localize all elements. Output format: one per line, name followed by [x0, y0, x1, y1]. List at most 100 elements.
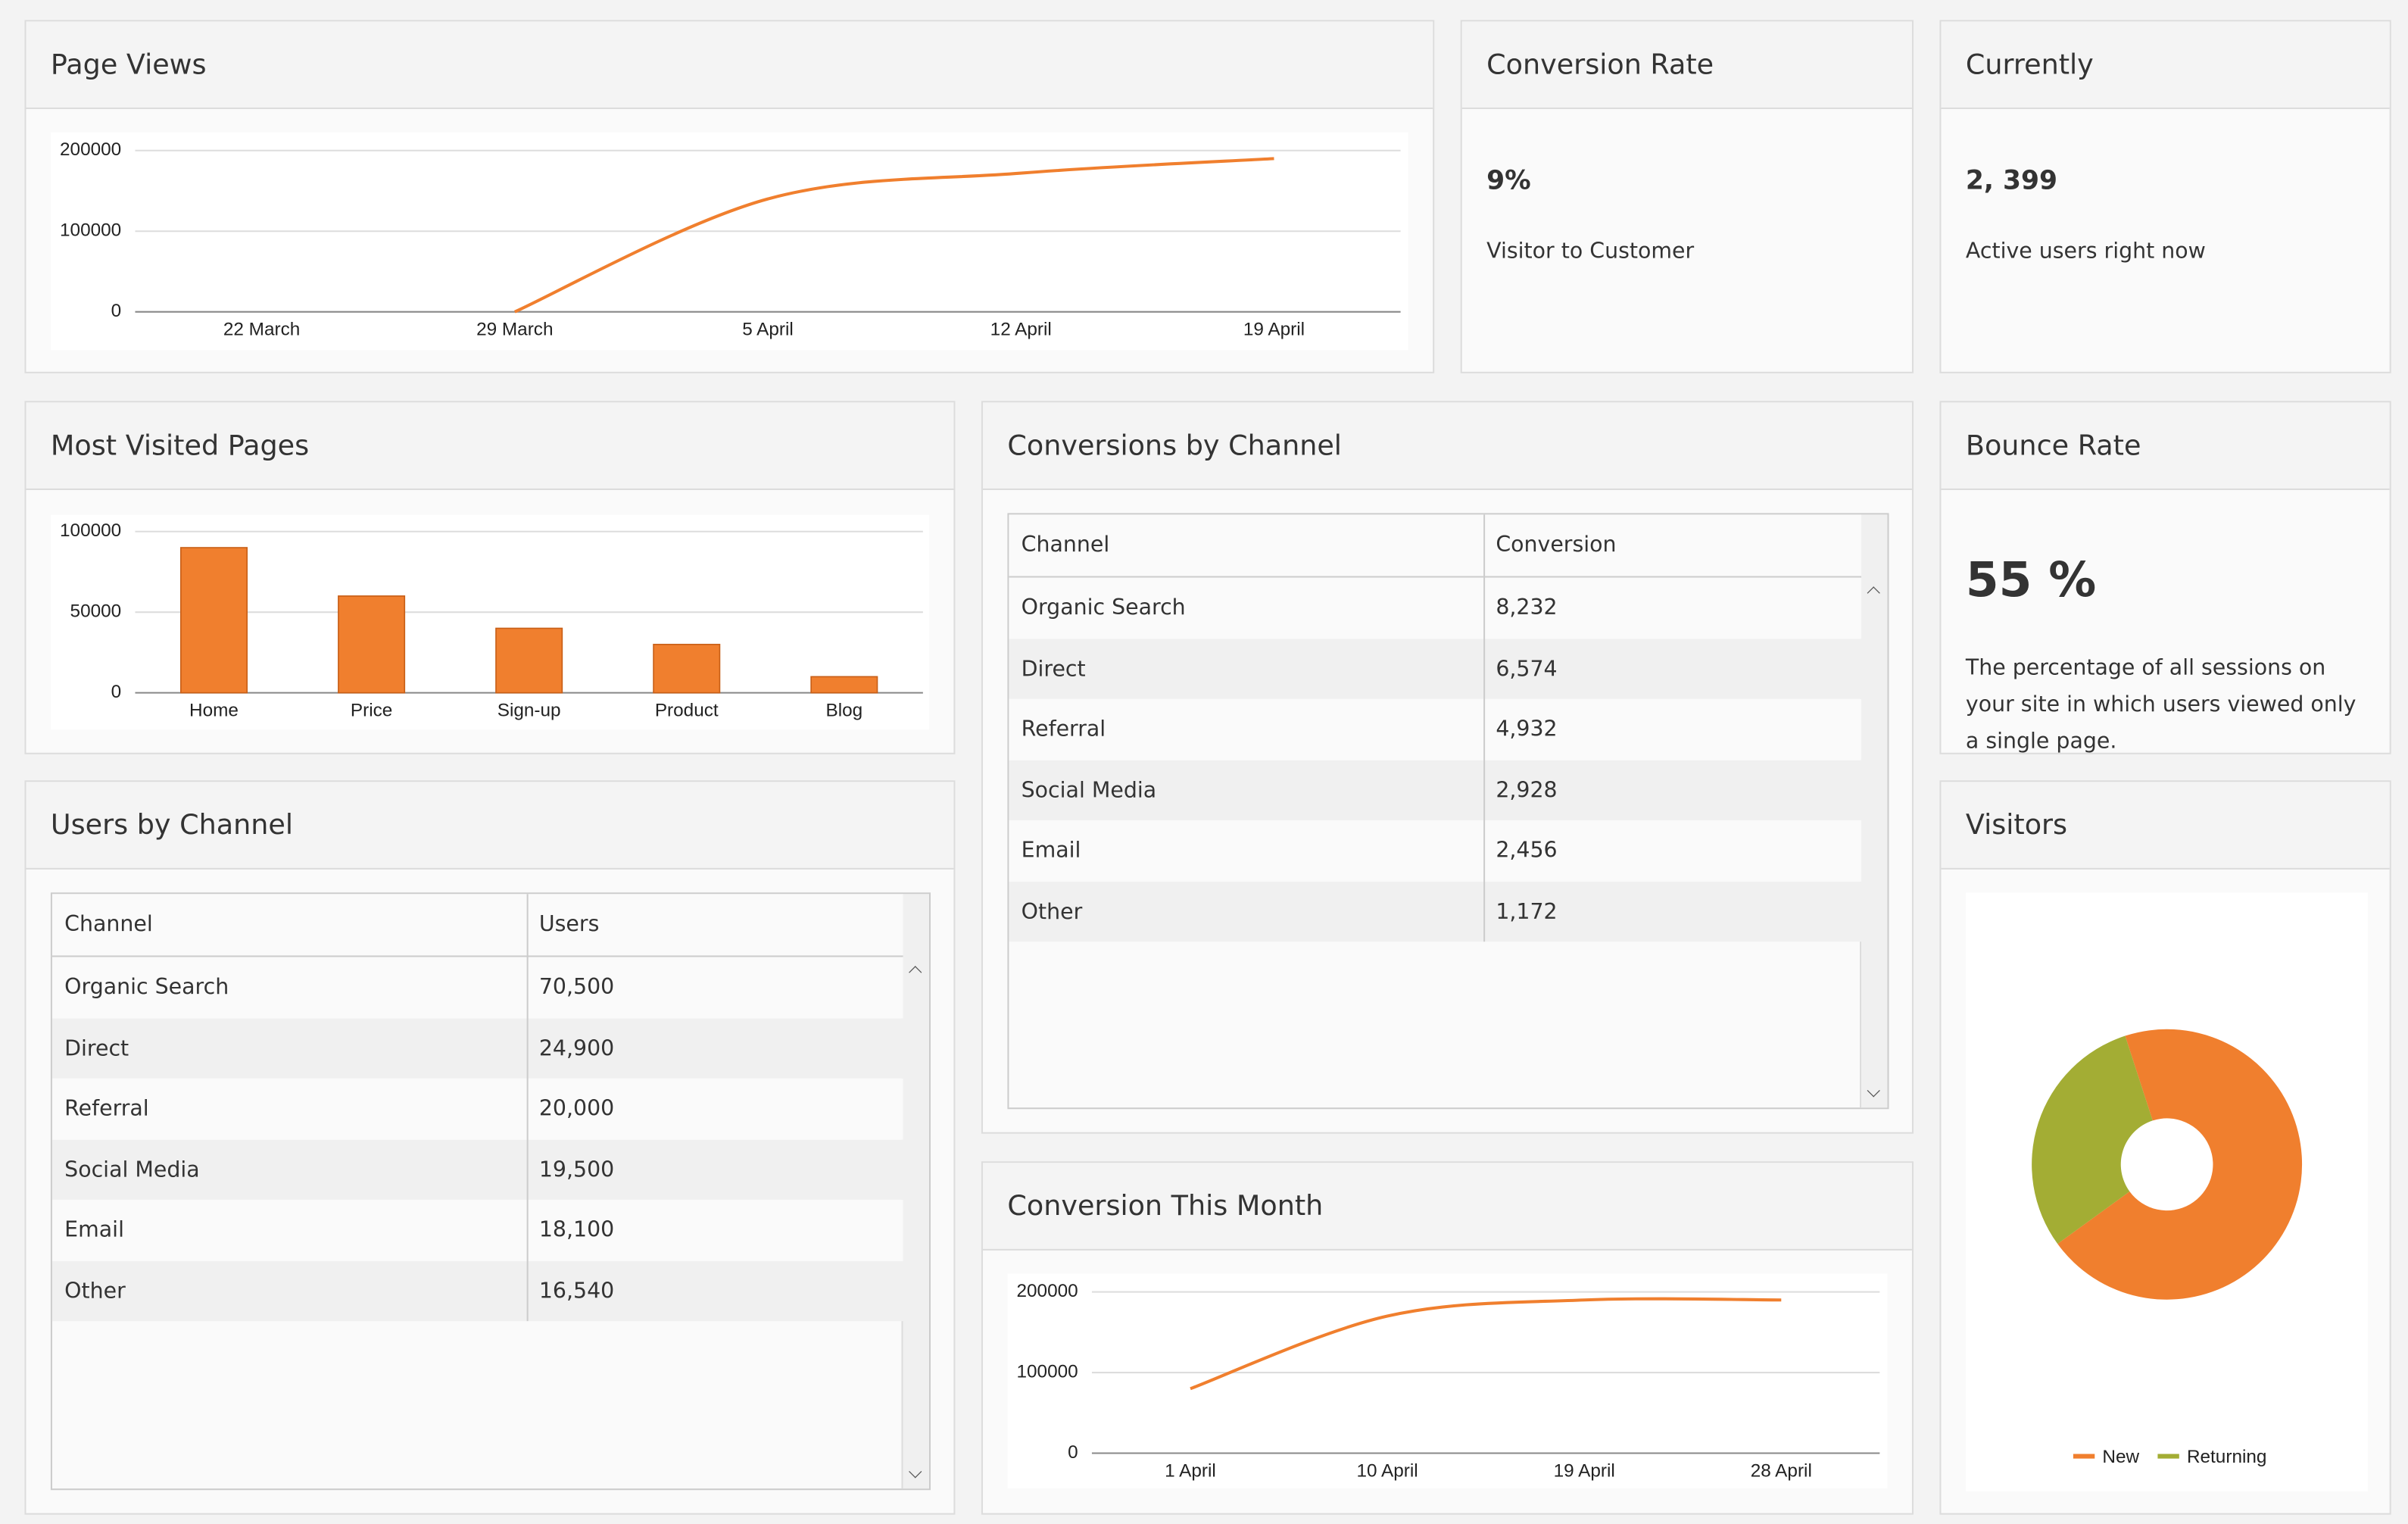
x-tick-label: Blog — [825, 700, 862, 720]
table-cell: Other — [64, 1279, 126, 1304]
panel: Visitors New Returning — [1939, 780, 2391, 1515]
y-tick-label: 0 — [111, 301, 122, 321]
table-cell: Direct — [1021, 656, 1086, 682]
panel-title: Visitors — [1941, 782, 2390, 870]
chart-bg — [1965, 892, 2369, 1492]
panel-title: Bounce Rate — [1941, 402, 2390, 490]
line — [513, 157, 1274, 314]
table-row — [1009, 577, 1862, 639]
x-tick-label: 1 April — [1165, 1460, 1216, 1481]
y-tick-label: 100000 — [60, 220, 121, 241]
table-row — [51, 1017, 903, 1079]
table-row — [51, 1199, 903, 1261]
table-cell: 16,540 — [538, 1279, 615, 1304]
column-divider — [1483, 514, 1486, 942]
table-cell: Social Media — [1021, 778, 1157, 803]
x-tick-label: 12 April — [990, 319, 1052, 339]
table-row — [1009, 698, 1862, 760]
legend-label: Returning — [2187, 1447, 2267, 1467]
x-tick-label: 19 April — [1243, 319, 1305, 339]
table-row — [51, 957, 903, 1018]
scrollbar — [1859, 514, 1888, 1108]
panel: Bounce Rate 55 % The percentage of all s… — [1939, 401, 2391, 754]
panel: Conversion This Month 0 100000 200000 1 Apr… — [981, 1161, 1914, 1515]
panel: Currently 2, 399 Active users right now — [1939, 20, 2391, 373]
data-table: Channel Conversion Organic Search 8,232 Dire… — [1007, 513, 1889, 1110]
table-cell: 18,100 — [538, 1218, 615, 1243]
table-cell: 20,000 — [538, 1097, 615, 1122]
panel-title: Currently — [1941, 21, 2390, 109]
kpi-caption: The percentage of all sessions on your s… — [1965, 655, 2357, 754]
table-row — [1009, 881, 1862, 942]
table-row — [51, 1138, 903, 1200]
chart: 0 100000 200000 22 March 29 March 5 April 12 A… — [50, 132, 1408, 351]
x-tick-label: 28 April — [1751, 1460, 1812, 1481]
donut-slice — [2032, 1035, 2153, 1244]
donut-slice — [2057, 1029, 2303, 1300]
line — [1190, 1297, 1782, 1391]
panel-title: Conversions by Channel — [982, 402, 1912, 490]
column-header: Channel — [64, 912, 153, 938]
kpi-value: 55 % — [1965, 553, 2097, 609]
table-cell: 6,574 — [1496, 656, 1558, 682]
column-divider — [526, 894, 529, 1322]
bar — [653, 643, 721, 694]
column-header: Conversion — [1496, 532, 1617, 558]
kpi-value: 9% — [1486, 166, 1531, 197]
x-tick-label: 29 March — [476, 319, 553, 339]
header-row — [51, 894, 903, 957]
panel: Conversion Rate 9% Visitor to Customer — [1460, 20, 1914, 373]
table-row — [51, 1078, 903, 1139]
y-tick-label: 0 — [1068, 1442, 1078, 1463]
table-cell: 1,172 — [1496, 899, 1558, 924]
x-tick-label: Home — [189, 700, 239, 720]
bar — [495, 627, 563, 694]
y-tick-label: 100000 — [1017, 1361, 1078, 1382]
table-row — [51, 1260, 903, 1322]
table-cell: Email — [1021, 839, 1081, 863]
chart: 0 100000 200000 1 April 10 April 19 April 28 A… — [1007, 1273, 1888, 1489]
column-header: Channel — [1021, 532, 1110, 558]
chart: New Returning — [1965, 892, 2369, 1492]
table-row — [1009, 638, 1862, 699]
x-tick-label: Price — [351, 700, 392, 720]
x-tick-label: 19 April — [1554, 1460, 1615, 1481]
panel-title: Conversion This Month — [982, 1163, 1912, 1251]
panel: Users by Channel Channel Users Organic Sea… — [24, 780, 956, 1515]
table-cell: 8,232 — [1496, 595, 1558, 621]
y-tick-label: 50000 — [70, 601, 122, 622]
data-table: Channel Users Organic Search 70,500 Direct 24… — [50, 892, 931, 1491]
table-cell: Organic Search — [1021, 595, 1186, 621]
panel: Most Visited Pages 0 50000 100000 Home Price… — [24, 401, 956, 754]
y-tick-label: 0 — [111, 682, 122, 702]
table-cell: 2,456 — [1496, 839, 1558, 863]
column-header: Users — [538, 912, 600, 938]
panel-title: Users by Channel — [26, 782, 954, 870]
header-row — [1009, 514, 1862, 578]
table-row — [1009, 820, 1862, 882]
table-cell: 19,500 — [538, 1157, 615, 1182]
bar — [338, 595, 406, 694]
x-tick-label: Sign-up — [498, 700, 561, 720]
table-cell: Other — [1021, 899, 1083, 924]
table-row — [1009, 759, 1862, 820]
scrollbar — [901, 894, 929, 1489]
chart: 0 50000 100000 Home Price Sign-up Product Blog — [50, 514, 929, 730]
y-tick-label: 200000 — [1017, 1281, 1078, 1301]
x-tick-label: Product — [655, 700, 719, 720]
table-cell: Organic Search — [64, 975, 229, 1001]
table-cell: Social Media — [64, 1157, 200, 1182]
kpi-caption: Active users right now — [1965, 239, 2206, 264]
panel: Page Views 0 100000 200000 22 March 29 March… — [24, 20, 1435, 373]
chart-bg — [50, 132, 1408, 351]
table-cell: 24,900 — [538, 1035, 615, 1061]
y-tick-label: 200000 — [60, 139, 121, 160]
panel: Conversions by Channel Channel Conversion… — [981, 401, 1914, 1134]
bar — [180, 547, 248, 694]
kpi-value: 2, 399 — [1965, 166, 2057, 197]
y-tick-label: 100000 — [60, 520, 121, 541]
panel-title: Conversion Rate — [1461, 21, 1912, 109]
